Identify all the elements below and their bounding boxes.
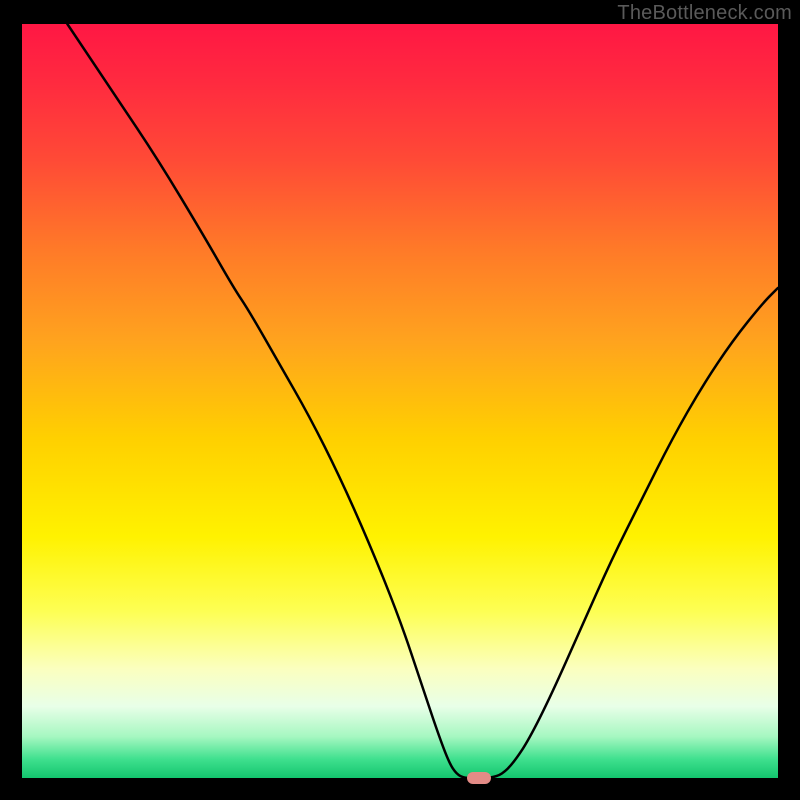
- plot-area: [22, 24, 778, 778]
- bottleneck-marker: [467, 772, 491, 783]
- chart-background: [22, 24, 778, 778]
- chart-frame: TheBottleneck.com: [0, 0, 800, 800]
- bottleneck-chart-svg: [22, 24, 778, 778]
- watermark-text: TheBottleneck.com: [617, 2, 792, 25]
